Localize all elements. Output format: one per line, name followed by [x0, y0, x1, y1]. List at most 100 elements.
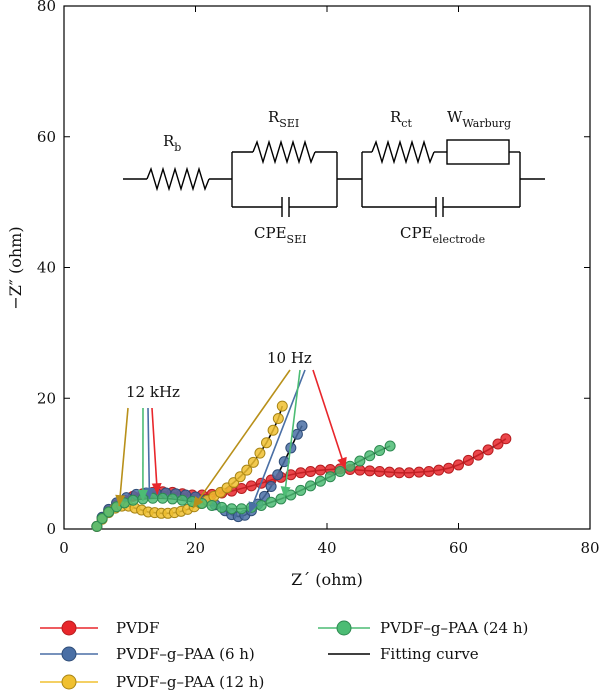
legend-marker-24h: [336, 620, 352, 636]
resistor-rb: [146, 166, 210, 192]
point-pvdf: [393, 467, 405, 479]
point-pvdf: [403, 467, 415, 479]
point-pvdf-g-paa-6-h: [265, 481, 277, 493]
data-points: [91, 400, 512, 532]
point-pvdf-g-paa-24-h: [206, 499, 218, 511]
point-pvdf-g-paa-24-h: [103, 506, 115, 518]
frequency-arrow-line: [248, 369, 306, 514]
point-pvdf-g-paa-12-h: [254, 447, 266, 459]
frequency-arrow-line: [147, 407, 151, 499]
legend-item-fitting: Fitting curve: [328, 645, 479, 663]
frequency-arrows: [115, 369, 347, 514]
point-pvdf-g-paa-12-h: [272, 413, 284, 425]
frequency-arrow-line: [192, 369, 291, 509]
point-pvdf-g-paa-24-h: [354, 455, 366, 467]
point-pvdf-g-paa-24-h: [334, 465, 346, 477]
legend-label-pvdf: PVDF: [116, 619, 159, 637]
point-pvdf: [453, 459, 464, 471]
legend: PVDF PVDF–g–PAA (6 h) PVDF–g–PAA (12 h) …: [40, 619, 528, 691]
frequency-arrow-line: [118, 407, 129, 507]
frequency-arrow-line: [151, 407, 159, 495]
x-tick-label: 20: [186, 539, 205, 557]
y-tick-label: 40: [37, 259, 56, 277]
frequency-arrow-head: [280, 486, 291, 498]
point-pvdf-g-paa-24-h: [176, 494, 188, 506]
y-tick-label: 80: [37, 0, 56, 15]
point-pvdf-g-paa-24-h: [91, 520, 103, 532]
point-pvdf-g-paa-24-h: [364, 450, 376, 462]
y-axis-label: −Z″ (ohm): [6, 226, 25, 309]
point-pvdf: [443, 462, 455, 474]
label-rsei: RSEI: [268, 108, 299, 130]
circuit-labels: Rb RSEI Rct WWarburg CPESEI CPEelectrode: [163, 108, 511, 246]
x-axis-label: Z´ (ohm): [291, 570, 363, 589]
point-pvdf: [374, 465, 386, 477]
point-pvdf: [305, 465, 317, 477]
x-tick-label: 0: [59, 539, 69, 557]
point-pvdf-g-paa-12-h: [276, 400, 288, 412]
point-pvdf-g-paa-24-h: [384, 440, 396, 452]
point-pvdf-g-paa-24-h: [216, 501, 228, 513]
point-pvdf-g-paa-12-h: [234, 471, 246, 483]
y-tick-label: 0: [46, 520, 56, 538]
point-pvdf-g-paa-12-h: [241, 464, 253, 476]
point-pvdf-g-paa-24-h: [314, 475, 326, 487]
warburg-element: [446, 139, 510, 165]
point-pvdf: [314, 464, 326, 476]
legend-item-12h: PVDF–g–PAA (12 h): [40, 673, 264, 691]
frequency-arrow-line: [312, 369, 347, 470]
point-pvdf-g-paa-6-h: [272, 469, 284, 481]
point-pvdf-g-paa-12-h: [267, 424, 279, 436]
point-pvdf: [462, 454, 474, 466]
point-pvdf: [492, 438, 504, 450]
legend-item-6h: PVDF–g–PAA (6 h): [40, 645, 255, 663]
resistor-rsei: [252, 139, 316, 165]
point-pvdf-g-paa-24-h: [157, 492, 169, 504]
x-tick-label: 60: [449, 539, 468, 557]
frequency-arrow-head: [151, 483, 162, 495]
frequency-arrow-line: [283, 369, 301, 498]
point-pvdf-g-paa-24-h: [236, 503, 248, 515]
point-pvdf-g-paa-6-h: [296, 420, 308, 432]
point-pvdf: [423, 465, 435, 477]
label-warburg: WWarburg: [447, 108, 511, 130]
frequency-arrow-head: [192, 496, 204, 509]
legend-marker-pvdf: [61, 620, 77, 636]
point-pvdf-g-paa-24-h: [166, 493, 178, 505]
legend-marker-6h: [61, 646, 77, 662]
point-pvdf: [500, 433, 512, 445]
legend-item-24h: PVDF–g–PAA (24 h): [318, 619, 528, 637]
point-pvdf-g-paa-24-h: [324, 471, 336, 483]
axis-ticks: 0 20 40 60 80 0 20 40 60 80: [37, 0, 600, 557]
point-pvdf-g-paa-12-h: [247, 456, 259, 468]
point-pvdf: [413, 466, 425, 478]
point-pvdf: [364, 465, 376, 477]
label-cpe-electrode: CPEelectrode: [400, 224, 485, 246]
legend-label-fitting: Fitting curve: [380, 645, 479, 663]
annotation-10hz: 10 Hz: [267, 349, 312, 367]
point-pvdf: [472, 449, 484, 461]
point-pvdf-g-paa-24-h: [275, 493, 287, 505]
legend-item-pvdf: PVDF: [40, 619, 159, 637]
frequency-arrow-head: [248, 501, 259, 514]
y-tick-label: 20: [37, 389, 56, 407]
label-rb: Rb: [163, 132, 181, 154]
y-tick-label: 60: [37, 128, 56, 146]
annotation-12khz: 12 kHz: [126, 383, 180, 401]
legend-marker-12h: [61, 674, 77, 690]
point-pvdf-g-paa-24-h: [226, 503, 238, 515]
point-pvdf-g-paa-24-h: [255, 499, 267, 511]
x-tick-label: 80: [580, 539, 599, 557]
point-pvdf-g-paa-24-h: [265, 496, 277, 508]
legend-label-6h: PVDF–g–PAA (6 h): [116, 645, 255, 663]
point-pvdf: [482, 444, 494, 456]
frequency-arrow-head: [337, 456, 347, 469]
frequency-arrow-head: [115, 494, 126, 507]
point-pvdf: [383, 466, 395, 478]
point-pvdf-g-paa-12-h: [261, 437, 273, 449]
x-tick-label: 40: [317, 539, 336, 557]
resistor-rct: [371, 139, 435, 165]
point-pvdf-g-paa-24-h: [127, 494, 139, 506]
equivalent-circuit-diagram: [123, 139, 545, 217]
